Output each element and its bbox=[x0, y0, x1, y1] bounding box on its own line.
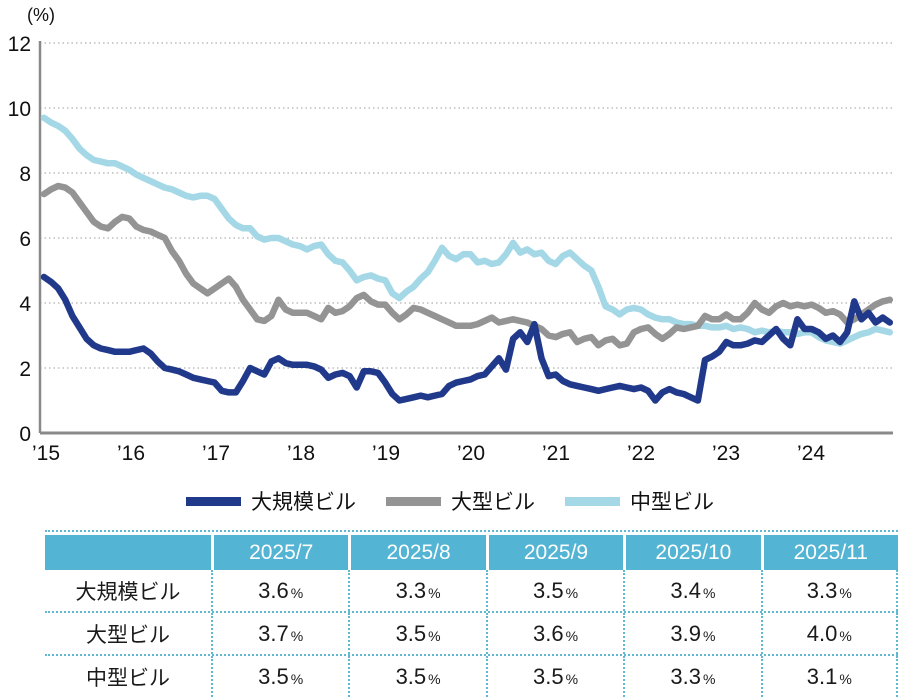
cell-large-2025-9: 3.6% bbox=[485, 613, 623, 654]
legend-label-medium: 中型ビル bbox=[630, 491, 714, 514]
cell-large-scale-2025-7: 3.6% bbox=[211, 570, 348, 611]
y-axis-labels: 0 2 4 6 8 10 12 bbox=[8, 33, 32, 446]
series-lines bbox=[40, 114, 894, 404]
y-tick-4: 4 bbox=[19, 293, 31, 316]
y-tick-6: 6 bbox=[19, 228, 31, 251]
vacancy-rate-chart: 0 2 4 6 8 10 12 (%) ’15’16’17’18’19’20’21’22’23’… bbox=[8, 5, 894, 465]
x-tick-21: ’21 bbox=[542, 442, 570, 465]
table-header-2025-8: 2025/8 bbox=[348, 535, 486, 570]
row-label-medium: 中型ビル bbox=[86, 666, 170, 690]
cell-large-scale-2025-8: 3.3% bbox=[348, 570, 485, 611]
row-label-large: 大型ビル bbox=[86, 623, 170, 647]
cell-large-scale-2025-11: 3.3% bbox=[760, 570, 898, 611]
table-row-large-scale: 大規模ビル 3.6% 3.3% 3.5% 3.4% 3.3% bbox=[45, 570, 898, 611]
cell-large-2025-7: 3.7% bbox=[211, 613, 348, 654]
vacancy-table: 2025/7 2025/8 2025/9 2025/10 2025/11 大規模… bbox=[45, 530, 898, 697]
legend-swatch-medium bbox=[565, 496, 620, 506]
legend-item-large: 大型ビル bbox=[386, 486, 535, 516]
x-tick-22: ’22 bbox=[627, 442, 655, 465]
legend-item-large-scale: 大規模ビル bbox=[186, 486, 356, 516]
cell-medium-2025-9: 3.5% bbox=[485, 656, 623, 697]
cell-medium-2025-11: 3.1% bbox=[760, 656, 898, 697]
cell-large-scale-2025-10: 3.4% bbox=[623, 570, 760, 611]
x-tick-19: ’19 bbox=[372, 442, 400, 465]
y-tick-12: 12 bbox=[8, 33, 31, 56]
table-header-2025-10: 2025/10 bbox=[623, 535, 761, 570]
chart-legend: 大規模ビル 大型ビル 中型ビル bbox=[0, 484, 900, 518]
series-large-line bbox=[40, 182, 894, 349]
legend-label-large: 大型ビル bbox=[451, 491, 535, 514]
cell-large-scale-2025-9: 3.5% bbox=[485, 570, 623, 611]
x-axis-labels: ’15 ’16 ’17 ’18 ’19 ’20 ’21 ’22 ’23 ’24 bbox=[32, 442, 825, 465]
x-tick-17: ’17 bbox=[202, 442, 230, 465]
x-tick-24: ’24 bbox=[797, 442, 825, 465]
legend-label-large-scale: 大規模ビル bbox=[251, 491, 356, 514]
legend-swatch-large bbox=[386, 496, 441, 506]
chart-canvas: 024681012(%)’15’16’17’18’19’20’21’22’23’… bbox=[8, 5, 894, 465]
series-medium-line bbox=[40, 114, 894, 347]
y-axis-unit-label: (%) bbox=[27, 5, 55, 25]
series-large-scale-line bbox=[40, 273, 894, 404]
y-tick-10: 10 bbox=[8, 98, 31, 121]
x-tick-18: ’18 bbox=[287, 442, 315, 465]
x-tick-16: ’16 bbox=[117, 442, 145, 465]
table-header-2025-9: 2025/9 bbox=[485, 535, 624, 570]
x-tick-15: ’15 bbox=[32, 442, 60, 465]
table-header-row: 2025/7 2025/8 2025/9 2025/10 2025/11 bbox=[45, 535, 898, 570]
legend-swatch-large-scale bbox=[186, 496, 241, 506]
cell-large-2025-10: 3.9% bbox=[623, 613, 760, 654]
legend-item-medium: 中型ビル bbox=[565, 486, 714, 516]
table-header-empty-cell bbox=[45, 535, 211, 570]
y-tick-8: 8 bbox=[19, 163, 31, 186]
axes bbox=[38, 41, 893, 435]
table-header-2025-11: 2025/11 bbox=[760, 535, 898, 570]
table-header-2025-7: 2025/7 bbox=[211, 535, 349, 570]
x-tick-23: ’23 bbox=[712, 442, 740, 465]
y-tick-2: 2 bbox=[19, 358, 31, 381]
cell-medium-2025-8: 3.5% bbox=[348, 656, 485, 697]
table-row-medium: 中型ビル 3.5% 3.5% 3.5% 3.3% 3.1% bbox=[45, 654, 898, 697]
cell-medium-2025-7: 3.5% bbox=[211, 656, 348, 697]
cell-large-2025-11: 4.0% bbox=[760, 613, 898, 654]
cell-medium-2025-10: 3.3% bbox=[623, 656, 760, 697]
x-tick-20: ’20 bbox=[457, 442, 485, 465]
table-row-large: 大型ビル 3.7% 3.5% 3.6% 3.9% 4.0% bbox=[45, 611, 898, 654]
cell-large-2025-8: 3.5% bbox=[348, 613, 485, 654]
gridlines bbox=[40, 42, 893, 369]
y-tick-0: 0 bbox=[19, 423, 31, 446]
row-label-large-scale: 大規模ビル bbox=[75, 580, 181, 604]
